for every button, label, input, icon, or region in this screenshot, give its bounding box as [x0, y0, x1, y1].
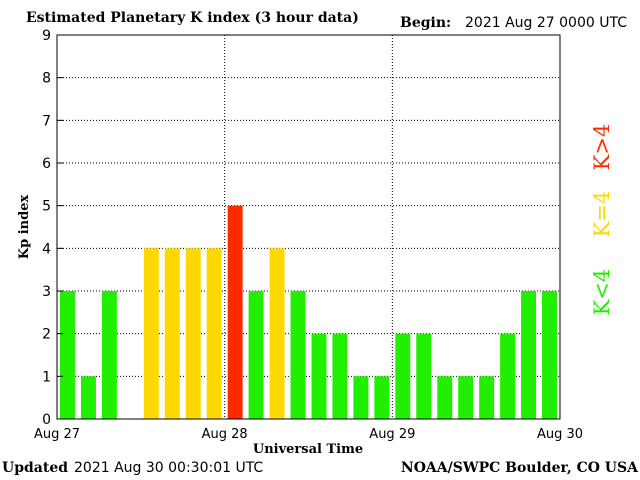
y-tick-label: 2: [42, 327, 51, 343]
kp-bar: [80, 376, 96, 419]
kp-bar: [542, 291, 557, 419]
kp-bar: [227, 205, 243, 419]
updated-label: Updated: [2, 460, 69, 476]
kp-bar: [458, 376, 474, 419]
kp-bar: [437, 376, 453, 419]
credit-text: NOAA/SWPC Boulder, CO USA: [400, 460, 638, 476]
y-tick-label: 6: [42, 156, 51, 172]
axis-ticks: 0 1 2 3 4 5 6 7 8 9 Aug 27 Aug 28 Aug 29 Aug 30: [34, 28, 583, 442]
kp-bar: [332, 333, 348, 419]
x-tick-label: Aug 27: [34, 427, 80, 442]
y-tick-label: 1: [42, 369, 51, 385]
updated-value: 2021 Aug 30 00:30:01 UTC: [74, 460, 264, 476]
grid-lines: [57, 35, 560, 419]
kp-bar: [248, 291, 264, 419]
x-tick-label: Aug 30: [537, 427, 583, 442]
y-tick-label: 7: [42, 113, 51, 129]
kp-bar: [185, 248, 201, 419]
x-tick-label: Aug 29: [369, 427, 415, 442]
kp-bar: [269, 248, 285, 419]
x-tick-label: Aug 28: [202, 427, 248, 442]
legend-k-equal-4: K=4: [590, 191, 614, 238]
kp-bar: [143, 248, 159, 419]
y-tick-label: 3: [42, 284, 51, 300]
y-tick-label: 9: [42, 28, 51, 44]
kp-bar: [500, 333, 516, 419]
kp-bar: [311, 333, 327, 419]
kp-bar: [290, 291, 306, 419]
kp-bar: [479, 376, 495, 419]
y-tick-label: 4: [42, 241, 51, 257]
kp-bar: [60, 291, 75, 419]
x-axis-label: Universal Time: [253, 442, 363, 457]
legend-k-below-4: K<4: [590, 269, 614, 316]
kp-bar: [164, 248, 180, 419]
bars: [60, 205, 557, 419]
kp-bar: [395, 333, 411, 419]
kp-bar: [521, 291, 537, 419]
plot-frame: [56, 34, 561, 420]
begin-label: Begin:: [400, 15, 452, 31]
kp-bar: [353, 376, 369, 419]
y-tick-label: 8: [42, 71, 51, 87]
y-tick-label: 0: [42, 412, 51, 428]
legend-k-above-4: K>4: [590, 124, 614, 171]
kp-bar: [101, 291, 117, 419]
y-axis-label: Kp index: [17, 195, 32, 260]
y-tick-label: 5: [42, 199, 51, 215]
kp-bar: [374, 376, 390, 419]
kp-bar: [416, 333, 432, 419]
begin-value: 2021 Aug 27 0000 UTC: [465, 15, 627, 31]
chart-title: Estimated Planetary K index (3 hour data…: [26, 10, 359, 26]
kp-bar: [206, 248, 222, 419]
